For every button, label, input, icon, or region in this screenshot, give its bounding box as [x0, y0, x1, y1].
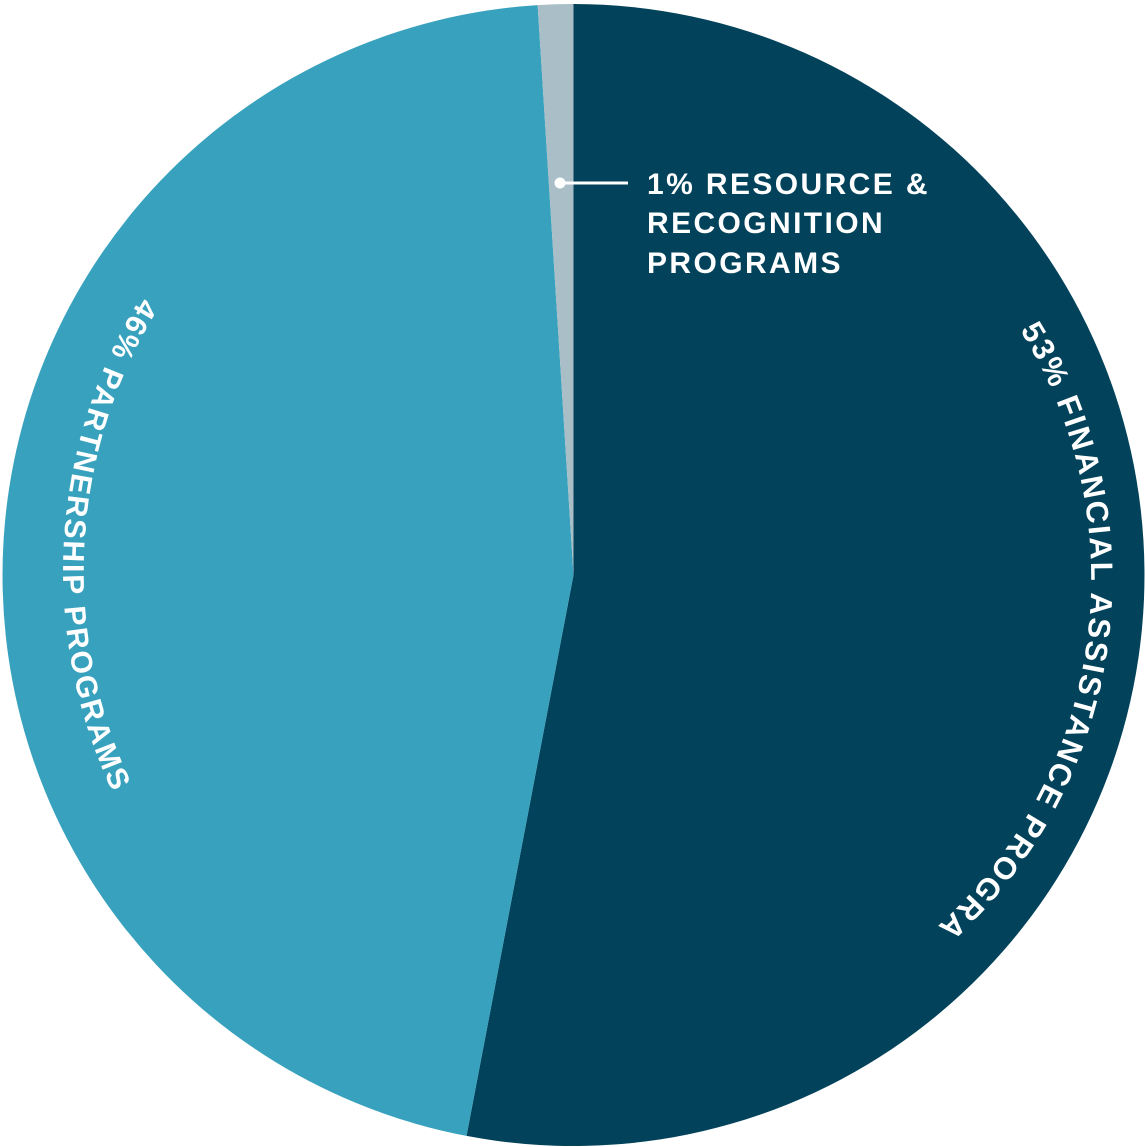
callout-dot	[554, 177, 566, 189]
pie-slice-financial-assistance	[466, 4, 1145, 1147]
callout-line-3: PROGRAMS	[647, 247, 843, 280]
pie-slices	[2, 4, 1145, 1147]
callout-line-1: 1% RESOURCE &	[647, 168, 930, 201]
callout-line-2: RECOGNITION	[647, 207, 885, 240]
pie-slice-resource-recognition	[537, 4, 574, 575]
pie-slice-partnership	[2, 5, 574, 1136]
callout-resource-recognition: 1% RESOURCE & RECOGNITION PROGRAMS	[554, 168, 930, 280]
